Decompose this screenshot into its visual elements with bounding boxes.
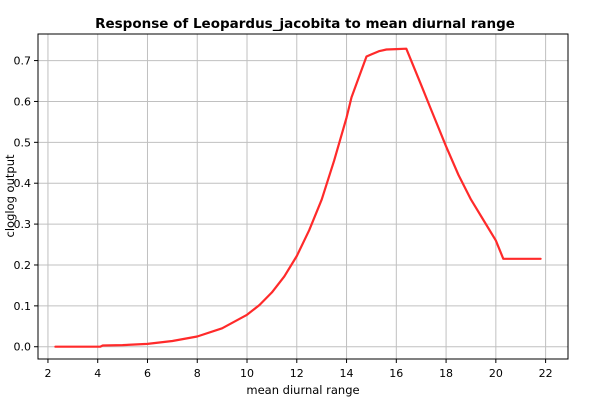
series-line (54, 47, 542, 348)
chart-title: Response of Leopardus_jacobita to mean d… (95, 16, 515, 32)
x-tick-label: 18 (439, 367, 453, 380)
x-tick-label: 14 (340, 367, 354, 380)
x-tick-label: 20 (489, 367, 503, 380)
x-tick-label: 10 (240, 367, 254, 380)
y-tick-label: 0.2 (14, 259, 32, 272)
x-tick-label: 16 (389, 367, 403, 380)
axis-ticks: 2 4 6 8 10 12 14 16 18 20 22 0.0 0.1 0.2 0.3 0.4 0.5 0.6 0… (14, 55, 553, 380)
y-axis-label: cloglog output (3, 154, 17, 237)
y-tick-label: 0.3 (14, 218, 32, 231)
y-tick-label: 0.0 (14, 341, 32, 354)
x-tick-label: 2 (44, 367, 51, 380)
y-tick-label: 0.6 (14, 95, 32, 108)
x-tick-label: 22 (539, 367, 553, 380)
y-tick-label: 0.1 (14, 300, 32, 313)
x-tick-label: 6 (144, 367, 151, 380)
y-tick-label: 0.5 (14, 136, 32, 149)
x-tick-label: 4 (94, 367, 101, 380)
x-tick-label: 12 (290, 367, 304, 380)
y-tick-label: 0.7 (14, 55, 32, 68)
y-tick-label: 0.4 (14, 177, 32, 190)
x-axis-label: mean diurnal range (246, 383, 359, 397)
x-tick-label: 8 (194, 367, 201, 380)
grid (38, 34, 568, 359)
series-layer (54, 47, 542, 348)
plot-frame (37, 33, 569, 360)
